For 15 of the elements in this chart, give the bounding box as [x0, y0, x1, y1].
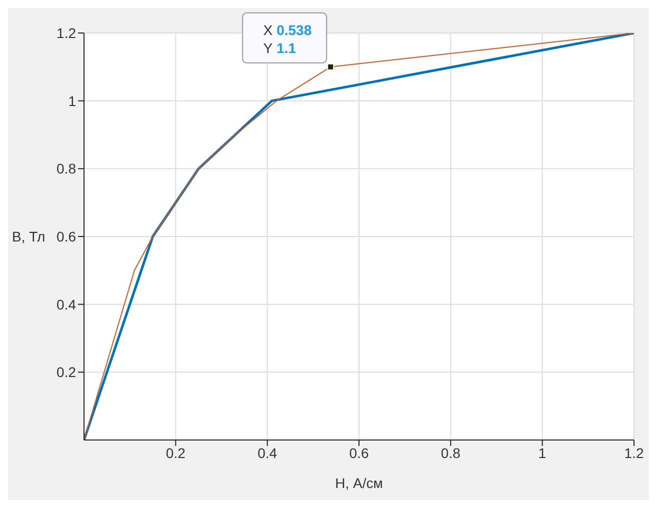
y-tick-label: 1.2 [56, 24, 76, 41]
x-axis-title: H, А/см [335, 475, 383, 491]
y-tick-label: 0.4 [56, 296, 76, 312]
annotation: X 0.538 Y 1.1 [263, 22, 312, 56]
x-tick-label: 1 [538, 444, 546, 461]
x-tick-label: 0.4 [258, 444, 278, 461]
y-tick-label: 1 [68, 92, 76, 109]
y-axis-title: B, Тл [12, 228, 46, 244]
y-tick-label: 0.6 [56, 228, 76, 244]
x-tick-label: 0.6 [349, 444, 369, 461]
y-tick-label: 0.8 [56, 160, 76, 177]
x-tick-label: 0.8 [440, 444, 461, 461]
y-tick-label: 0.2 [56, 364, 76, 380]
x-tick-label: 1.2 [624, 444, 644, 461]
x-tick-label: 0.2 [166, 444, 186, 461]
